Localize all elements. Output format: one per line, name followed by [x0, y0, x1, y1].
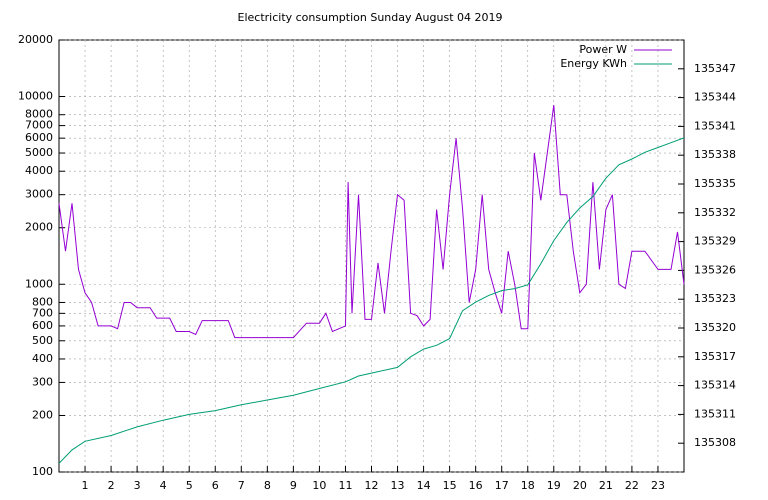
y-tick-label: 700: [32, 306, 53, 319]
y-tick-label: 5000: [25, 146, 53, 159]
x-tick-label: 20: [573, 479, 587, 492]
x-tick-label: 19: [547, 479, 561, 492]
y-tick-label: 10000: [18, 90, 53, 103]
y2-tick-label: 135332: [694, 206, 736, 219]
y2-tick-label: 135347: [694, 62, 736, 75]
x-tick-label: 5: [186, 479, 193, 492]
y-tick-label: 300: [32, 375, 53, 388]
y2-tick-label: 135323: [694, 292, 736, 305]
y-tick-label: 3000: [25, 188, 53, 201]
x-tick-label: 18: [521, 479, 535, 492]
y2-tick-label: 135335: [694, 177, 736, 190]
y2-tick-label: 135314: [694, 379, 736, 392]
y2-tick-label: 135329: [694, 235, 736, 248]
x-tick-label: 12: [365, 479, 379, 492]
x-tick-label: 14: [417, 479, 431, 492]
y-tick-label: 8000: [25, 108, 53, 121]
x-tick-label: 22: [625, 479, 639, 492]
y2-tick-label: 135311: [694, 407, 736, 420]
y2-tick-label: 135308: [694, 436, 736, 449]
y-tick-label: 20000: [18, 33, 53, 46]
y-tick-label: 4000: [25, 164, 53, 177]
y2-tick-label: 135317: [694, 350, 736, 363]
x-tick-label: 13: [391, 479, 405, 492]
x-tick-label: 1: [82, 479, 89, 492]
series-line: [58, 105, 685, 339]
y-tick-label: 200: [32, 408, 53, 421]
chart-title: Electricity consumption Sunday August 04…: [238, 11, 503, 24]
x-tick-label: 15: [443, 479, 457, 492]
x-tick-label: 7: [238, 479, 245, 492]
x-tick-label: 6: [212, 479, 219, 492]
legend-label: Energy KWh: [560, 57, 627, 70]
x-tick-label: 4: [160, 479, 167, 492]
x-tick-label: 2: [108, 479, 115, 492]
y2-tick-label: 135341: [694, 119, 736, 132]
x-tick-label: 11: [338, 479, 352, 492]
x-tick-label: 10: [312, 479, 326, 492]
y2-tick-label: 135344: [694, 91, 736, 104]
series-line: [58, 137, 685, 464]
legend-label: Power W: [579, 43, 627, 56]
y-tick-label: 2000: [25, 221, 53, 234]
x-tick-label: 21: [599, 479, 613, 492]
y2-tick-label: 135320: [694, 321, 736, 334]
y2-tick-label: 135326: [694, 263, 736, 276]
y-tick-label: 100: [32, 465, 53, 478]
x-tick-label: 23: [651, 479, 665, 492]
y-tick-label: 600: [32, 319, 53, 332]
x-tick-label: 9: [290, 479, 297, 492]
y-tick-label: 800: [32, 295, 53, 308]
y2-tick-label: 135338: [694, 148, 736, 161]
y-tick-label: 7000: [25, 119, 53, 132]
y-tick-label: 1000: [25, 277, 53, 290]
x-tick-label: 3: [134, 479, 141, 492]
y-tick-label: 500: [32, 334, 53, 347]
x-tick-label: 16: [469, 479, 483, 492]
x-tick-label: 8: [264, 479, 271, 492]
x-tick-label: 17: [495, 479, 509, 492]
y-tick-label: 6000: [25, 131, 53, 144]
y-tick-label: 400: [32, 352, 53, 365]
